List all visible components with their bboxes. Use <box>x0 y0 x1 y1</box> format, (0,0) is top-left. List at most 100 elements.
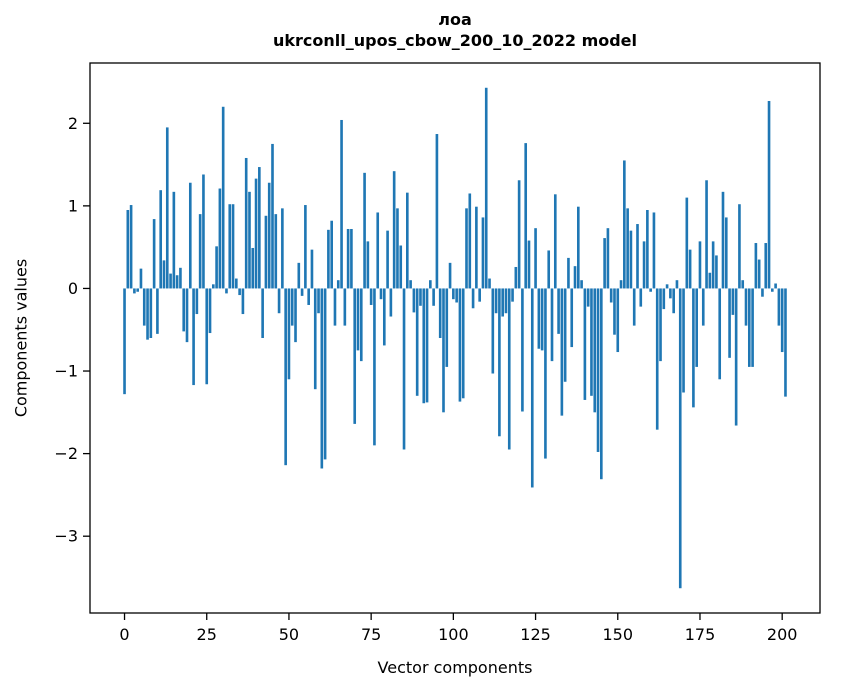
bar <box>481 217 485 289</box>
bar <box>780 288 784 353</box>
bar <box>274 214 278 289</box>
bar <box>774 283 777 289</box>
bar <box>254 178 258 289</box>
bar <box>751 288 754 367</box>
bar <box>570 288 574 348</box>
bar <box>465 208 468 289</box>
bar <box>389 288 393 317</box>
bar <box>669 288 672 299</box>
bar <box>419 288 422 306</box>
bar <box>175 275 179 289</box>
bar <box>142 288 146 326</box>
bar <box>488 278 491 289</box>
bar <box>149 288 153 338</box>
bar <box>218 188 222 289</box>
bar <box>504 288 508 314</box>
bar <box>731 288 735 315</box>
bar <box>379 288 383 300</box>
bar <box>511 288 514 302</box>
y-axis-label: Components values <box>11 258 31 418</box>
bar <box>524 143 528 289</box>
bar <box>458 288 462 402</box>
bar <box>241 288 245 315</box>
bar <box>665 284 669 289</box>
bar <box>475 206 478 289</box>
bar <box>701 288 705 326</box>
bar <box>744 288 748 326</box>
chart-title-line1: лоа <box>438 10 472 29</box>
bar <box>708 272 712 289</box>
bar <box>238 288 241 296</box>
bar <box>590 288 593 396</box>
bar <box>169 273 172 289</box>
bar <box>313 288 317 390</box>
bar <box>573 266 577 289</box>
x-axis-label: Vector components <box>377 658 533 677</box>
bar <box>583 288 587 400</box>
bar <box>527 240 531 289</box>
chart-title-line2: ukrconll_upos_cbow_200_10_2022 model <box>272 31 638 50</box>
bar <box>688 249 692 289</box>
bar <box>698 241 702 289</box>
bar <box>146 288 149 340</box>
bar <box>396 208 399 289</box>
bar <box>432 288 435 306</box>
bar <box>672 288 675 314</box>
bar <box>251 247 255 289</box>
x-tick-label: 0 <box>119 625 129 644</box>
bar <box>123 288 126 395</box>
bar <box>412 288 416 313</box>
bar <box>320 288 324 469</box>
bar <box>468 193 472 289</box>
axes-frame <box>89 62 821 614</box>
bar <box>363 172 366 289</box>
bar <box>235 278 238 289</box>
bar <box>165 127 169 289</box>
bar <box>126 210 130 289</box>
bar <box>258 167 261 289</box>
bar <box>129 205 133 289</box>
bar <box>382 288 386 346</box>
bar <box>271 143 274 289</box>
bar <box>632 288 636 326</box>
bar <box>586 288 590 307</box>
bar <box>435 134 439 289</box>
bar <box>675 280 679 289</box>
bar <box>317 288 320 314</box>
bar <box>333 288 337 326</box>
bar <box>662 288 666 310</box>
bar <box>530 288 534 488</box>
bar <box>336 280 340 289</box>
bar <box>359 288 363 362</box>
bar <box>557 288 560 334</box>
bar <box>649 288 652 292</box>
bar <box>281 208 284 289</box>
bar <box>277 288 281 314</box>
bar <box>231 204 235 289</box>
bar <box>553 194 557 289</box>
bar <box>761 288 764 297</box>
bar <box>747 288 751 367</box>
bar <box>366 241 370 289</box>
bar <box>685 197 689 289</box>
bar <box>182 288 186 332</box>
bar <box>159 190 163 289</box>
bar <box>471 288 475 309</box>
bar <box>550 288 554 362</box>
bar <box>264 215 268 289</box>
bar <box>484 87 488 289</box>
bar <box>606 228 610 289</box>
bar <box>619 280 623 289</box>
x-tick-label: 125 <box>520 625 551 644</box>
bar <box>244 157 248 289</box>
bar <box>133 288 136 294</box>
bar <box>567 257 570 289</box>
bar <box>478 288 481 302</box>
bar <box>310 249 314 289</box>
y-tick-label: −3 <box>54 527 78 546</box>
bar <box>596 288 600 452</box>
bar <box>534 228 537 289</box>
bar <box>501 288 504 317</box>
bar <box>517 180 521 289</box>
